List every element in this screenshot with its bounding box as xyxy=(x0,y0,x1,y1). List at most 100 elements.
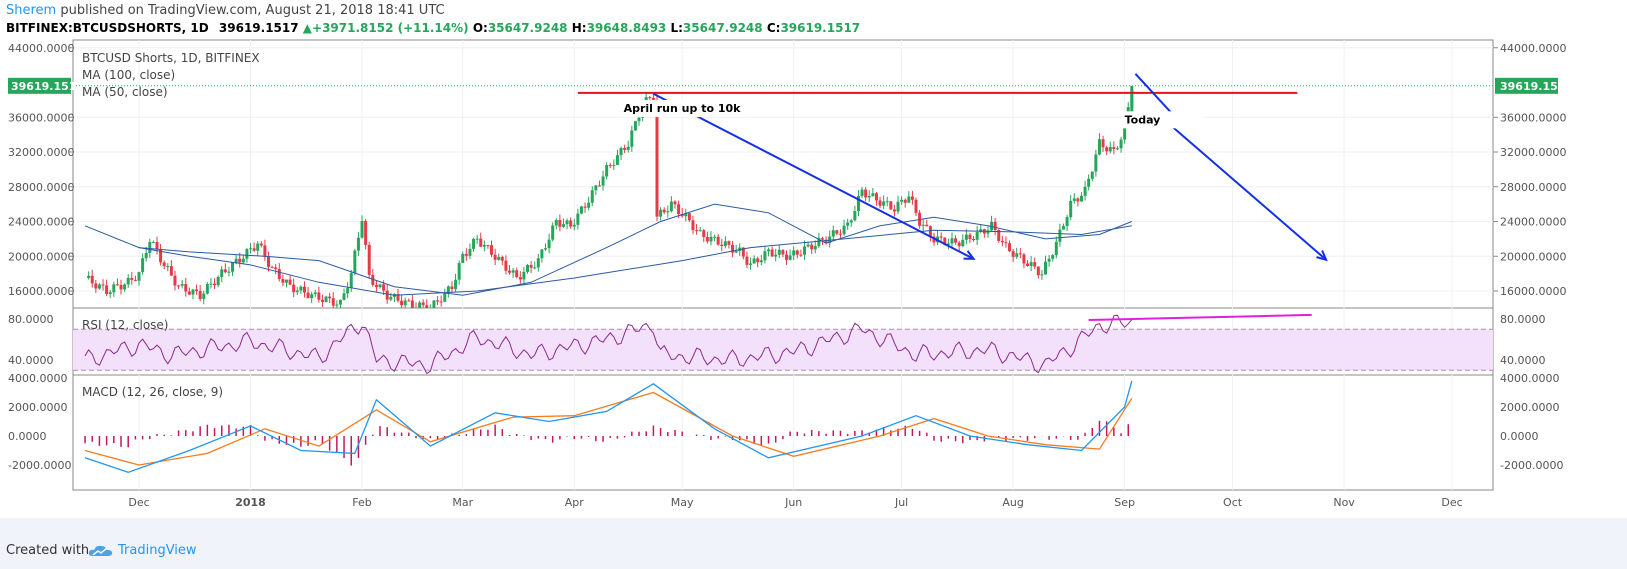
candle-body xyxy=(259,243,263,246)
candle-body xyxy=(436,300,440,302)
candle-body xyxy=(184,284,188,292)
candle-body xyxy=(414,307,418,308)
open-value: 35647.9248 xyxy=(487,21,568,35)
candle-body xyxy=(123,284,127,290)
candle-body xyxy=(903,199,907,203)
low-value: 35647.9248 xyxy=(682,21,763,35)
candle-body xyxy=(651,97,655,100)
candle-body xyxy=(97,284,101,289)
today-arrow xyxy=(1170,125,1327,261)
annotation-today: Today xyxy=(1125,113,1161,126)
candle-body xyxy=(1105,147,1109,152)
candle-body xyxy=(446,286,450,293)
candle-body xyxy=(288,279,292,285)
candle-body xyxy=(713,236,717,238)
author-link[interactable]: Sherem xyxy=(6,3,57,18)
candle-body xyxy=(306,292,310,299)
candle-body xyxy=(785,254,789,260)
candle-body xyxy=(579,206,583,214)
candle-body xyxy=(1036,266,1040,276)
candle-body xyxy=(702,230,706,237)
candle-body xyxy=(781,249,785,255)
candle-body xyxy=(162,262,166,267)
candle-body xyxy=(946,243,950,245)
candle-body xyxy=(677,204,681,215)
candle-body xyxy=(141,258,145,273)
candle-body xyxy=(382,284,386,291)
candle-body xyxy=(267,257,271,267)
candle-body xyxy=(511,270,515,273)
y-tick-left: 24000.0000 xyxy=(8,216,74,229)
candle-body xyxy=(328,296,332,299)
candle-body xyxy=(180,284,184,286)
candle-body xyxy=(457,263,461,280)
candle-body xyxy=(1119,139,1123,149)
candle-body xyxy=(220,269,224,277)
candle-body xyxy=(849,220,853,223)
april-arrow xyxy=(652,92,975,260)
candle-body xyxy=(792,250,796,256)
candle-body xyxy=(820,238,824,240)
candle-body xyxy=(166,266,170,268)
candle-body xyxy=(569,220,573,227)
candle-body xyxy=(1018,253,1022,255)
candle-body xyxy=(691,220,695,231)
candle-body xyxy=(684,213,688,217)
candle-body xyxy=(231,262,235,272)
candle-body xyxy=(788,255,792,260)
candle-body xyxy=(777,249,781,255)
candle-body xyxy=(543,248,547,250)
candle-body xyxy=(817,238,821,247)
chart-canvas[interactable]: 44000.0000 44000.0000 36000.0000 36000.0000… xyxy=(0,0,1627,518)
annotation-bg xyxy=(1122,111,1203,129)
y-tick-left: 32000.0000 xyxy=(8,146,74,159)
candle-body xyxy=(331,298,335,306)
candle-body xyxy=(324,296,328,302)
candle-body xyxy=(295,290,299,293)
candle-body xyxy=(961,239,965,247)
candle-body xyxy=(518,277,522,280)
x-tick-label: Feb xyxy=(352,496,371,509)
symbol-label: BITFINEX:BTCUSDSHORTS, 1D xyxy=(6,21,209,35)
candle-body xyxy=(1101,139,1105,148)
candle-body xyxy=(148,242,152,254)
candle-body xyxy=(317,292,321,300)
candle-body xyxy=(227,271,231,273)
candle-body xyxy=(209,283,213,285)
candle-body xyxy=(338,299,342,305)
tradingview-cloud-icon xyxy=(88,545,113,556)
candle-body xyxy=(234,258,238,263)
macd-signal-line xyxy=(84,391,1133,466)
candle-body xyxy=(716,236,720,245)
ma50-line xyxy=(138,203,1132,296)
candle-body xyxy=(1090,171,1094,179)
candle-body xyxy=(342,293,346,300)
candle-body xyxy=(633,121,637,131)
candle-body xyxy=(1079,195,1083,202)
candle-body xyxy=(249,248,253,250)
candle-body xyxy=(1058,229,1062,242)
candle-body xyxy=(1123,126,1127,140)
candle-body xyxy=(425,305,429,308)
pane-frame-3 xyxy=(72,374,1494,491)
candle-body xyxy=(878,200,882,206)
y-tick-left: 36000.0000 xyxy=(8,111,74,124)
candle-body xyxy=(813,246,817,250)
low-label: L: xyxy=(670,21,683,35)
candle-body xyxy=(508,270,512,273)
tradingview-brand-link[interactable]: TradingView xyxy=(118,543,197,558)
candle-body xyxy=(720,244,724,246)
rsi-line xyxy=(84,314,1133,375)
candle-body xyxy=(763,251,767,261)
candle-body xyxy=(669,201,673,212)
candle-body xyxy=(795,250,799,255)
candle-body xyxy=(856,195,860,212)
candle-body xyxy=(630,130,634,147)
candle-body xyxy=(590,190,594,203)
candle-body xyxy=(853,211,857,221)
candle-body xyxy=(892,209,896,212)
candle-body xyxy=(594,185,598,191)
candle-body xyxy=(500,257,504,261)
y-tick-right: 44000.0000 xyxy=(1500,42,1566,55)
candle-body xyxy=(371,274,375,285)
